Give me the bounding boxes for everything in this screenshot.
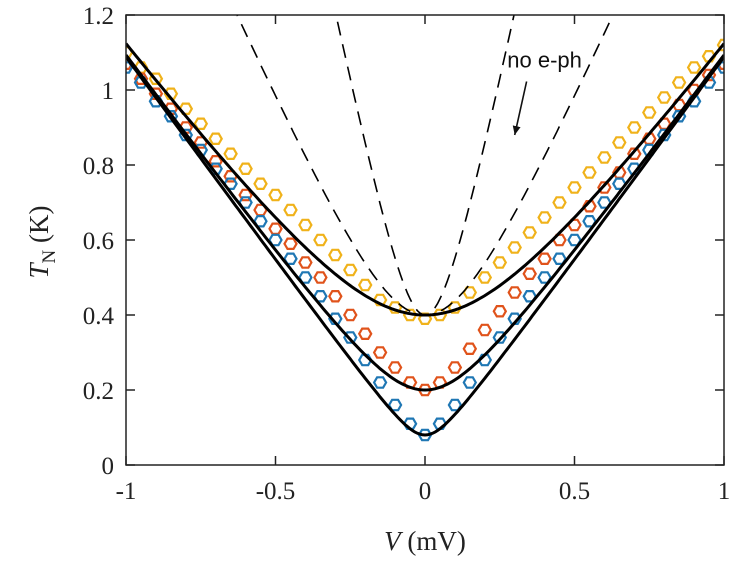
data-point-1-13 bbox=[313, 271, 328, 284]
no-eph-curve-4 bbox=[335, 15, 515, 316]
x-tick-label: -1 bbox=[116, 478, 137, 505]
data-point-1-15 bbox=[343, 308, 358, 322]
data-point-0-9 bbox=[253, 177, 268, 190]
data-point-0-3 bbox=[163, 87, 179, 101]
data-point-2-17 bbox=[372, 376, 388, 389]
plot-background bbox=[126, 15, 724, 465]
data-point-0-6 bbox=[208, 132, 223, 145]
data-point-1-14 bbox=[328, 290, 343, 303]
y-tick-label: 0.6 bbox=[83, 228, 114, 255]
data-point-0-33 bbox=[612, 136, 627, 149]
x-tick-label: 1 bbox=[718, 478, 731, 505]
fit-curve-2 bbox=[126, 56, 724, 437]
x-tick-label: 0 bbox=[419, 478, 432, 505]
data-point-0-38 bbox=[686, 61, 702, 74]
data-point-0-12 bbox=[298, 218, 313, 232]
data-point-2-26 bbox=[507, 312, 522, 325]
data-point-0-15 bbox=[343, 263, 358, 277]
data-point-0-37 bbox=[671, 76, 687, 89]
data-point-2-11 bbox=[283, 252, 298, 265]
data-point-1-18 bbox=[387, 361, 403, 374]
data-point-0-7 bbox=[223, 147, 238, 160]
data-point-1-24 bbox=[477, 323, 493, 337]
data-point-0-34 bbox=[627, 121, 642, 134]
fit-curve-1 bbox=[126, 54, 724, 392]
annotation-layer: no e-ph bbox=[507, 48, 582, 136]
data-point-0-13 bbox=[313, 233, 328, 247]
data-point-2-16 bbox=[357, 353, 373, 367]
data-point-2-23 bbox=[462, 376, 478, 389]
data-point-1-28 bbox=[537, 252, 552, 265]
y-tick-label: 0.4 bbox=[83, 303, 115, 330]
data-point-0-36 bbox=[656, 91, 672, 104]
data-point-0-25 bbox=[492, 256, 508, 269]
data-point-1-26 bbox=[507, 286, 522, 299]
data-point-0-26 bbox=[507, 241, 522, 254]
y-tick-label: 0.8 bbox=[83, 153, 114, 180]
annotation-text: no e-ph bbox=[507, 48, 582, 73]
data-point-0-40 bbox=[716, 38, 724, 52]
data-point-1-17 bbox=[372, 346, 388, 359]
data-point-2-25 bbox=[492, 331, 508, 344]
data-point-0-28 bbox=[537, 211, 552, 224]
y-tick-label: 1.2 bbox=[83, 3, 114, 30]
data-point-0-32 bbox=[597, 151, 612, 164]
data-point-0-11 bbox=[283, 203, 298, 217]
data-point-1-27 bbox=[522, 267, 537, 280]
data-point-0-31 bbox=[582, 166, 597, 179]
tick-layer: -1 -0.5 0 0.5 1 0 0.2 0.4 0.6 0.8 1 1.2 bbox=[83, 3, 731, 505]
annotation-arrow bbox=[512, 81, 528, 136]
x-tick-label: 0.5 bbox=[559, 478, 590, 505]
data-point-0-27 bbox=[522, 226, 537, 239]
data-point-1-23 bbox=[462, 342, 478, 355]
data-point-0-30 bbox=[567, 181, 582, 194]
data-point-0-5 bbox=[193, 117, 209, 130]
data-point-1-22 bbox=[447, 361, 463, 374]
data-point-0-14 bbox=[328, 248, 343, 262]
data-point-1-11 bbox=[283, 237, 298, 250]
line-layer bbox=[126, 15, 724, 437]
data-point-1-12 bbox=[298, 256, 313, 269]
data-point-2-21 bbox=[432, 417, 448, 430]
y-tick-label: 0 bbox=[102, 453, 115, 480]
data-point-1-16 bbox=[357, 327, 373, 340]
data-point-0-8 bbox=[238, 162, 253, 175]
data-point-0-24 bbox=[477, 271, 493, 284]
data-point-0-19 bbox=[402, 308, 418, 322]
data-point-0-16 bbox=[357, 278, 373, 292]
y-tick-label: 1 bbox=[102, 78, 115, 105]
data-point-0-22 bbox=[447, 301, 463, 314]
data-point-0-10 bbox=[268, 188, 283, 202]
data-point-0-35 bbox=[642, 106, 657, 119]
data-point-1-25 bbox=[492, 305, 508, 318]
x-tick-label: -0.5 bbox=[256, 478, 296, 505]
x-axis-label: V (mV) bbox=[384, 526, 466, 556]
y-axis-label: TN (K) bbox=[24, 206, 60, 279]
data-point-0-29 bbox=[552, 196, 567, 209]
data-point-0-39 bbox=[701, 49, 717, 63]
data-point-2-18 bbox=[387, 398, 403, 412]
y-tick-label: 0.2 bbox=[83, 378, 114, 405]
